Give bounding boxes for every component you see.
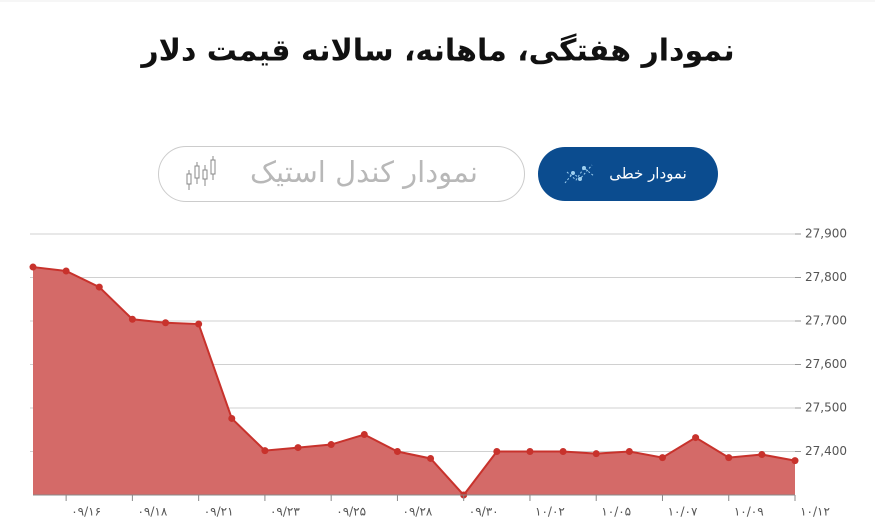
point: [393, 448, 401, 455]
point: [493, 448, 501, 455]
point: [526, 448, 534, 455]
x-tick-label: ۱۰/۱۲: [800, 505, 830, 519]
point: [95, 283, 103, 291]
point: [427, 454, 435, 462]
button-label[interactable]: نمودار کندل استیک: [250, 155, 478, 189]
button-line[interactable]: نمودار خطی: [538, 147, 718, 201]
line: [32, 266, 796, 497]
point: [592, 450, 600, 458]
point: [62, 267, 70, 275]
x-tick-label: ۱۰/۰۵: [601, 505, 631, 519]
point: [692, 434, 700, 442]
y-tick-label: 27,700: [805, 314, 847, 328]
x-tick-label: ۰۹/۲۵: [336, 505, 366, 519]
point: [261, 447, 269, 455]
x-tick-label: ۱۰/۰۷: [668, 505, 698, 519]
point: [162, 319, 170, 327]
y-tick-label: 27,600: [805, 357, 847, 371]
chart-title: نمودار هفتگی، ماهانه، سالانه قیمت دلار: [139, 33, 734, 69]
point: [294, 444, 302, 452]
line-icon: [564, 164, 595, 184]
x-tick-label: ۰۹/۱۸: [137, 505, 167, 519]
y-tick-label: 27,900: [805, 227, 847, 241]
y-tick-label: 27,400: [805, 444, 847, 458]
y-tick-label: 27,500: [805, 401, 847, 415]
x-tick-label: ۰۹/۳۰: [469, 505, 499, 519]
x-tick-label: ۰۹/۱۶: [71, 505, 101, 519]
candle-icon: [186, 156, 216, 190]
x-tick-label: ۰۹/۲۱: [204, 505, 234, 519]
point: [128, 315, 136, 323]
point: [29, 263, 37, 271]
button-bg[interactable]: [158, 146, 525, 202]
button-label[interactable]: نمودار خطی: [609, 165, 687, 183]
point: [658, 454, 666, 462]
y-tick-label: 27,800: [805, 270, 847, 284]
area: [33, 267, 795, 495]
point: [791, 457, 799, 465]
point: [559, 448, 567, 455]
button-candle[interactable]: نمودار کندل استیک: [158, 146, 525, 202]
point: [360, 431, 368, 439]
x-tick-label: ۱۰/۰۹: [734, 505, 764, 519]
point: [758, 451, 766, 459]
point: [625, 448, 633, 455]
point: [195, 320, 203, 328]
x-tick-label: ۰۹/۲۸: [403, 505, 433, 519]
point: [725, 454, 733, 462]
x-tick-label: ۱۰/۰۲: [535, 505, 565, 519]
point: [228, 414, 236, 422]
x-tick-label: ۰۹/۲۳: [270, 505, 300, 519]
point: [327, 441, 335, 449]
button-bg[interactable]: [538, 147, 718, 201]
